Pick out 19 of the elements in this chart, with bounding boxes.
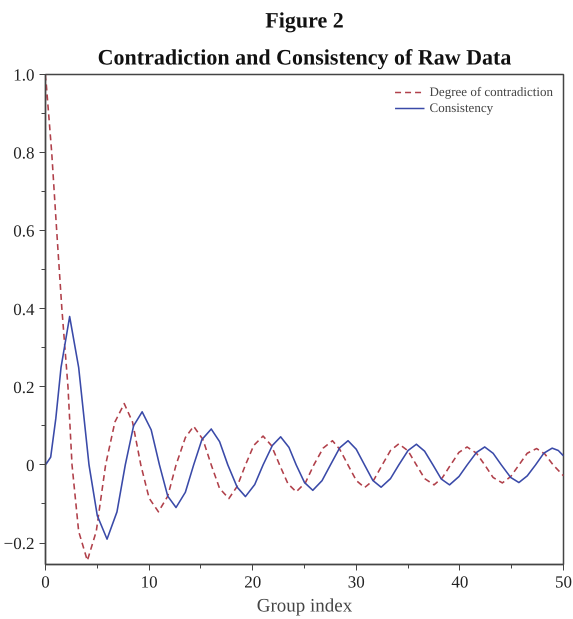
- line-series: [46, 316, 564, 540]
- y-tick-label: 0.2: [13, 378, 34, 397]
- x-tick-label: 50: [555, 572, 572, 592]
- y-tick-label: 1.0: [13, 66, 34, 84]
- x-tick-label: 40: [451, 572, 468, 592]
- legend-label: Degree of contradiction: [430, 84, 553, 100]
- x-tick-label: 30: [348, 572, 365, 592]
- y-tick-label: 0: [26, 456, 34, 475]
- x-axis-title: Group index: [256, 596, 353, 616]
- x-tick-label: 10: [140, 572, 158, 592]
- x-tick-label: 20: [244, 572, 262, 592]
- y-tick-label: −0.2: [4, 534, 35, 554]
- chart-subtitle: Contradiction and Consistency of Raw Data: [98, 44, 512, 70]
- chart-title: Figure 2: [265, 8, 344, 32]
- x-tick-label: 0: [41, 572, 50, 592]
- y-tick-label: 0.8: [13, 144, 34, 163]
- y-tick-label: 0.6: [13, 222, 34, 241]
- y-tick-label: 0.4: [13, 300, 35, 319]
- legend-label: Consistency: [430, 100, 494, 116]
